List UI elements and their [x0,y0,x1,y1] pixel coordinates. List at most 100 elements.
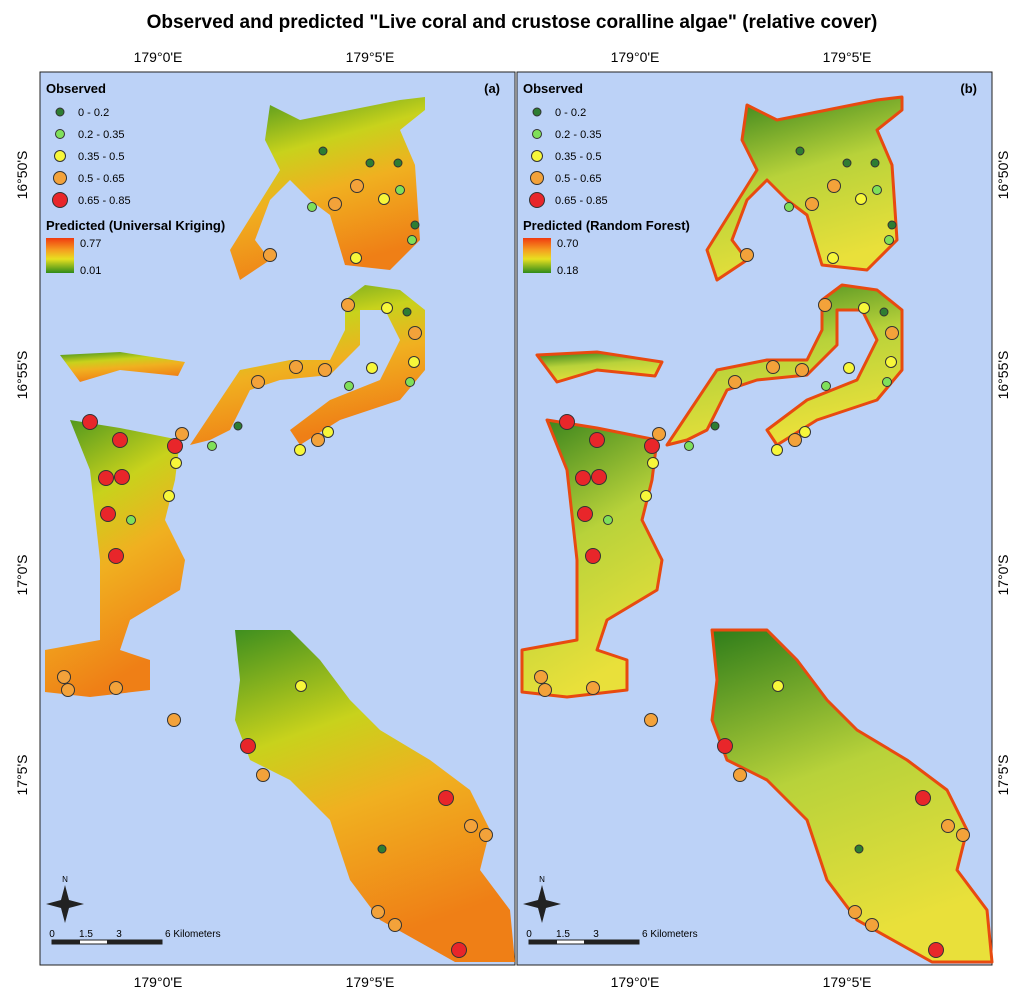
observation-point [407,235,417,245]
y-coordinate-label: 17°5'S [14,755,30,796]
observation-point [371,905,385,919]
scale-label: 1.5 [556,929,570,940]
legend-symbol [532,107,542,117]
reef-area [705,95,904,282]
legend-max: 0.77 [80,238,101,250]
observation-point [393,158,403,168]
legend-symbol [532,129,542,139]
scale-bar [529,940,557,944]
observation-point [240,738,256,754]
observation-point [728,375,742,389]
north-label: N [539,875,545,884]
observation-point [818,298,832,312]
reef-area [230,97,425,280]
observation-point [827,252,839,264]
observation-point [827,179,841,193]
observation-point [378,193,390,205]
legend-symbol [52,192,68,208]
observation-point [307,202,317,212]
observation-point [341,298,355,312]
observation-point [451,942,467,958]
observation-point [295,680,307,692]
y-coordinate-label: 16°55'S [14,351,30,400]
observation-point [538,683,552,697]
observation-point [163,490,175,502]
observation-point [318,363,332,377]
x-coordinate-label: 179°5'E [823,49,872,65]
observation-point [438,790,454,806]
north-label: N [62,875,68,884]
observation-point [928,942,944,958]
figure-title: Observed and predicted "Live coral and c… [147,12,878,33]
y-coordinate-label: 17°0'S [995,555,1011,596]
observation-point [941,819,955,833]
observation-point [108,548,124,564]
legend-label: 0.2 - 0.35 [78,129,124,141]
y-coordinate-label: 16°55'S [995,351,1011,400]
legend-title: Predicted (Random Forest) [523,218,690,233]
x-coordinate-label: 179°5'E [346,974,395,990]
observation-point [854,844,864,854]
legend-label: 0.2 - 0.35 [555,129,601,141]
observation-point [410,220,420,230]
observation-point [289,360,303,374]
observation-point [109,681,123,695]
observation-point [710,421,720,431]
observation-point [882,377,892,387]
observation-point [848,905,862,919]
observation-point [652,427,666,441]
legend-label: 0 - 0.2 [78,107,109,119]
observation-point [175,427,189,441]
scale-label: 1.5 [79,929,93,940]
observation-point [534,670,548,684]
scale-label: 3 [116,929,122,940]
observation-point [405,377,415,387]
scale-bar [584,940,639,944]
observation-point [740,248,754,262]
legend-title: Observed [523,81,583,96]
observation-point [167,438,183,454]
observation-point [717,738,733,754]
x-coordinate-label: 179°0'E [611,49,660,65]
observation-point [784,202,794,212]
observation-point [887,220,897,230]
reef-area [535,350,664,384]
observation-point [885,326,899,340]
observation-point [647,457,659,469]
observation-point [772,680,784,692]
observation-point [318,146,328,156]
x-coordinate-label: 179°0'E [611,974,660,990]
observation-point [126,515,136,525]
map-panel: (b) Observed 0 - 0.2 0.2 - 0.35 0.35 - 0.5 0.… [516,71,994,966]
observation-point [82,414,98,430]
observation-point [114,469,130,485]
observation-point [322,426,334,438]
observation-point [256,768,270,782]
observation-point [640,490,652,502]
legend-min: 0.18 [557,265,578,277]
legend-gradient [46,238,74,273]
observation-point [408,356,420,368]
y-coordinate-label: 17°5'S [995,755,1011,796]
y-coordinate-label: 17°0'S [14,555,30,596]
observation-point [408,326,422,340]
scale-label: 0 [49,929,55,940]
map-panel: (a) Observed 0 - 0.2 0.2 - 0.35 0.35 - 0.5 0.… [39,71,516,966]
observation-point [684,441,694,451]
observation-point [395,185,405,195]
scale-label: 3 [593,929,599,940]
observation-point [61,683,75,697]
observation-point [366,362,378,374]
observation-point [885,356,897,368]
observation-point [858,302,870,314]
observation-point [57,670,71,684]
legend-symbol [531,150,543,162]
legend-symbol [53,171,67,185]
observation-point [956,828,970,842]
observation-point [577,506,593,522]
observation-point [870,158,880,168]
reef-area [60,352,185,382]
legend-symbol [54,150,66,162]
legend-label: 0.65 - 0.85 [555,195,608,207]
legend-label: 0.5 - 0.65 [555,173,601,185]
